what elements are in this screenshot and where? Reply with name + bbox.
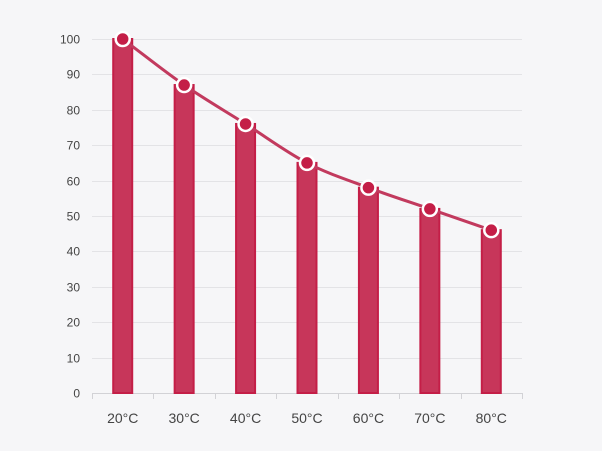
y-tick-label: 90: [67, 68, 81, 82]
y-tick-label: 50: [67, 210, 81, 224]
x-tick-label: 40°C: [230, 410, 261, 426]
line-marker: [360, 179, 377, 196]
x-tick-label: 20°C: [107, 410, 138, 426]
y-tick-label: 10: [67, 352, 81, 366]
y-tick-label: 100: [60, 33, 80, 47]
y-tick-label: 0: [73, 387, 80, 401]
line-marker: [298, 154, 316, 172]
bar: [235, 122, 257, 395]
y-tick-label: 80: [67, 104, 81, 118]
bar: [112, 38, 134, 394]
x-tick-label: 80°C: [476, 410, 507, 426]
bar: [357, 186, 379, 394]
bar: [480, 229, 502, 394]
x-axis-tick-labels: 20°C 30°C 40°C 50°C 60°C 70°C 80°C: [107, 410, 507, 426]
bar: [173, 84, 195, 395]
x-tick-label: 50°C: [291, 410, 322, 426]
line-marker: [114, 30, 131, 48]
x-tick-label: 60°C: [353, 410, 384, 426]
y-tick-label: 70: [67, 139, 81, 153]
x-tick-label: 70°C: [414, 410, 445, 426]
y-tick-label: 30: [67, 281, 81, 295]
y-tick-label: 60: [67, 175, 81, 189]
bar: [296, 161, 318, 394]
line-marker: [483, 221, 500, 239]
line-marker: [237, 115, 254, 133]
y-tick-label: 40: [67, 245, 81, 259]
line-markers: [114, 30, 500, 239]
x-tick-label: 30°C: [169, 410, 200, 426]
line-marker: [175, 76, 193, 94]
line-marker: [421, 200, 439, 218]
bar: [419, 207, 441, 394]
y-axis-tick-labels: 0 10 20 30 40 50 60 70 80 90 100: [60, 33, 80, 401]
y-tick-label: 20: [67, 316, 81, 330]
